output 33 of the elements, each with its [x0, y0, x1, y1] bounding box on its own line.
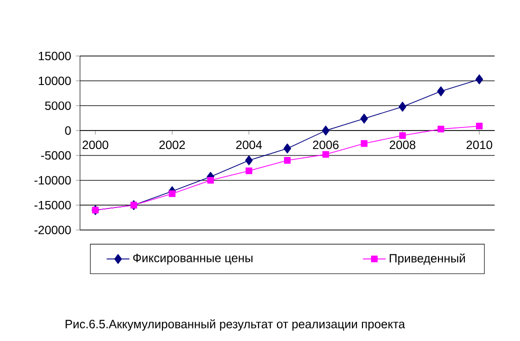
point: [360, 140, 368, 147]
point: [246, 167, 252, 174]
point: [245, 155, 253, 166]
x-tick-label: 2008: [390, 140, 416, 150]
point: [207, 176, 214, 184]
point: [438, 126, 444, 132]
y-tick-label: -5000: [41, 151, 71, 160]
y-tick-label: 5000: [45, 101, 71, 110]
y-tick-label: -15000: [34, 200, 71, 210]
point: [284, 157, 291, 164]
x-tick-label: 2006: [312, 140, 339, 150]
text: Рис.6.5.Аккумулированный результат от реализации проекта: [66, 319, 406, 331]
y-tick-label: 15000: [38, 52, 71, 60]
x-tick-label: 2000: [82, 140, 108, 150]
legend-label: Приведенный: [390, 254, 465, 265]
point: [322, 126, 330, 136]
legend-label: Фиксированные цены: [133, 254, 252, 265]
x-tick-label: 2002: [159, 140, 185, 150]
y-tick-label: 10000: [38, 76, 71, 86]
y-tick-label: -10000: [34, 176, 71, 185]
x-tick-label: 2004: [236, 140, 262, 150]
y-tick-label: 0: [65, 126, 71, 135]
y-tick-label: -20000: [34, 226, 71, 234]
point: [322, 151, 330, 158]
point: [399, 132, 406, 139]
x-tick-label: 2010: [466, 140, 492, 150]
point: [284, 144, 292, 154]
point: [398, 102, 406, 112]
point: [476, 122, 483, 130]
point: [168, 190, 176, 198]
point: [437, 86, 445, 96]
point: [476, 74, 484, 84]
point: [360, 114, 368, 124]
